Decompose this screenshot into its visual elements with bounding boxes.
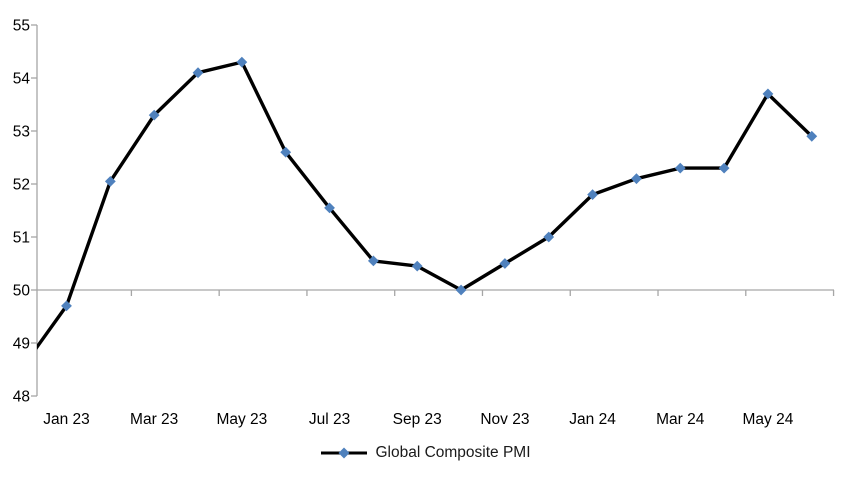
y-tick-label: 53 [13, 124, 30, 141]
x-tick-label: Mar 23 [130, 411, 178, 428]
y-tick-label: 49 [13, 336, 30, 353]
data-point-marker [148, 109, 160, 121]
legend: Global Composite PMI [0, 443, 852, 463]
legend-marker-icon [338, 447, 350, 459]
y-tick-label: 54 [13, 71, 31, 88]
data-point-marker [324, 202, 335, 214]
x-tick-label: May 23 [216, 411, 267, 428]
x-tick-label: Mar 24 [656, 411, 705, 428]
data-point-marker [631, 173, 642, 185]
data-point-marker [455, 284, 467, 296]
series-global-composite-pmi [17, 56, 818, 372]
legend-label: Global Composite PMI [375, 444, 531, 461]
x-tick-label: Jan 24 [569, 411, 616, 428]
x-tick-label: Nov 23 [480, 411, 529, 428]
data-point-marker [104, 175, 116, 187]
x-axis: Jan 23 Mar 23 May 23 Jul 23 Sep 23 Nov 23 Jan … [37, 289, 835, 428]
data-point-marker [718, 162, 730, 174]
series-line [37, 60, 814, 350]
data-point-marker [280, 146, 292, 158]
data-point-marker [411, 260, 423, 272]
data-point-marker [806, 130, 818, 142]
y-tick-label: 50 [13, 283, 31, 300]
x-tick-label: Sep 23 [393, 411, 442, 428]
y-tick-label: 51 [13, 230, 30, 247]
x-tick-label: Jul 23 [309, 411, 350, 428]
data-point-marker [587, 189, 598, 200]
data-point-marker [674, 162, 686, 174]
y-tick-label: 52 [13, 177, 30, 194]
legend-line-marker-icon [321, 447, 368, 459]
data-point-marker [192, 67, 204, 79]
data-point-marker [762, 88, 774, 100]
y-tick-label: 48 [13, 389, 30, 406]
y-tick-label: 55 [13, 18, 30, 35]
data-point-marker [499, 258, 511, 269]
data-point-marker [236, 56, 248, 68]
data-point-marker [61, 300, 72, 312]
data-point-marker [367, 255, 379, 267]
y-axis: 48 49 50 51 52 53 54 55 [13, 18, 38, 406]
data-point-marker [17, 361, 28, 372]
data-point-marker [543, 231, 555, 243]
x-tick-label: May 24 [743, 411, 794, 428]
x-tick-label: Jan 23 [43, 411, 90, 428]
